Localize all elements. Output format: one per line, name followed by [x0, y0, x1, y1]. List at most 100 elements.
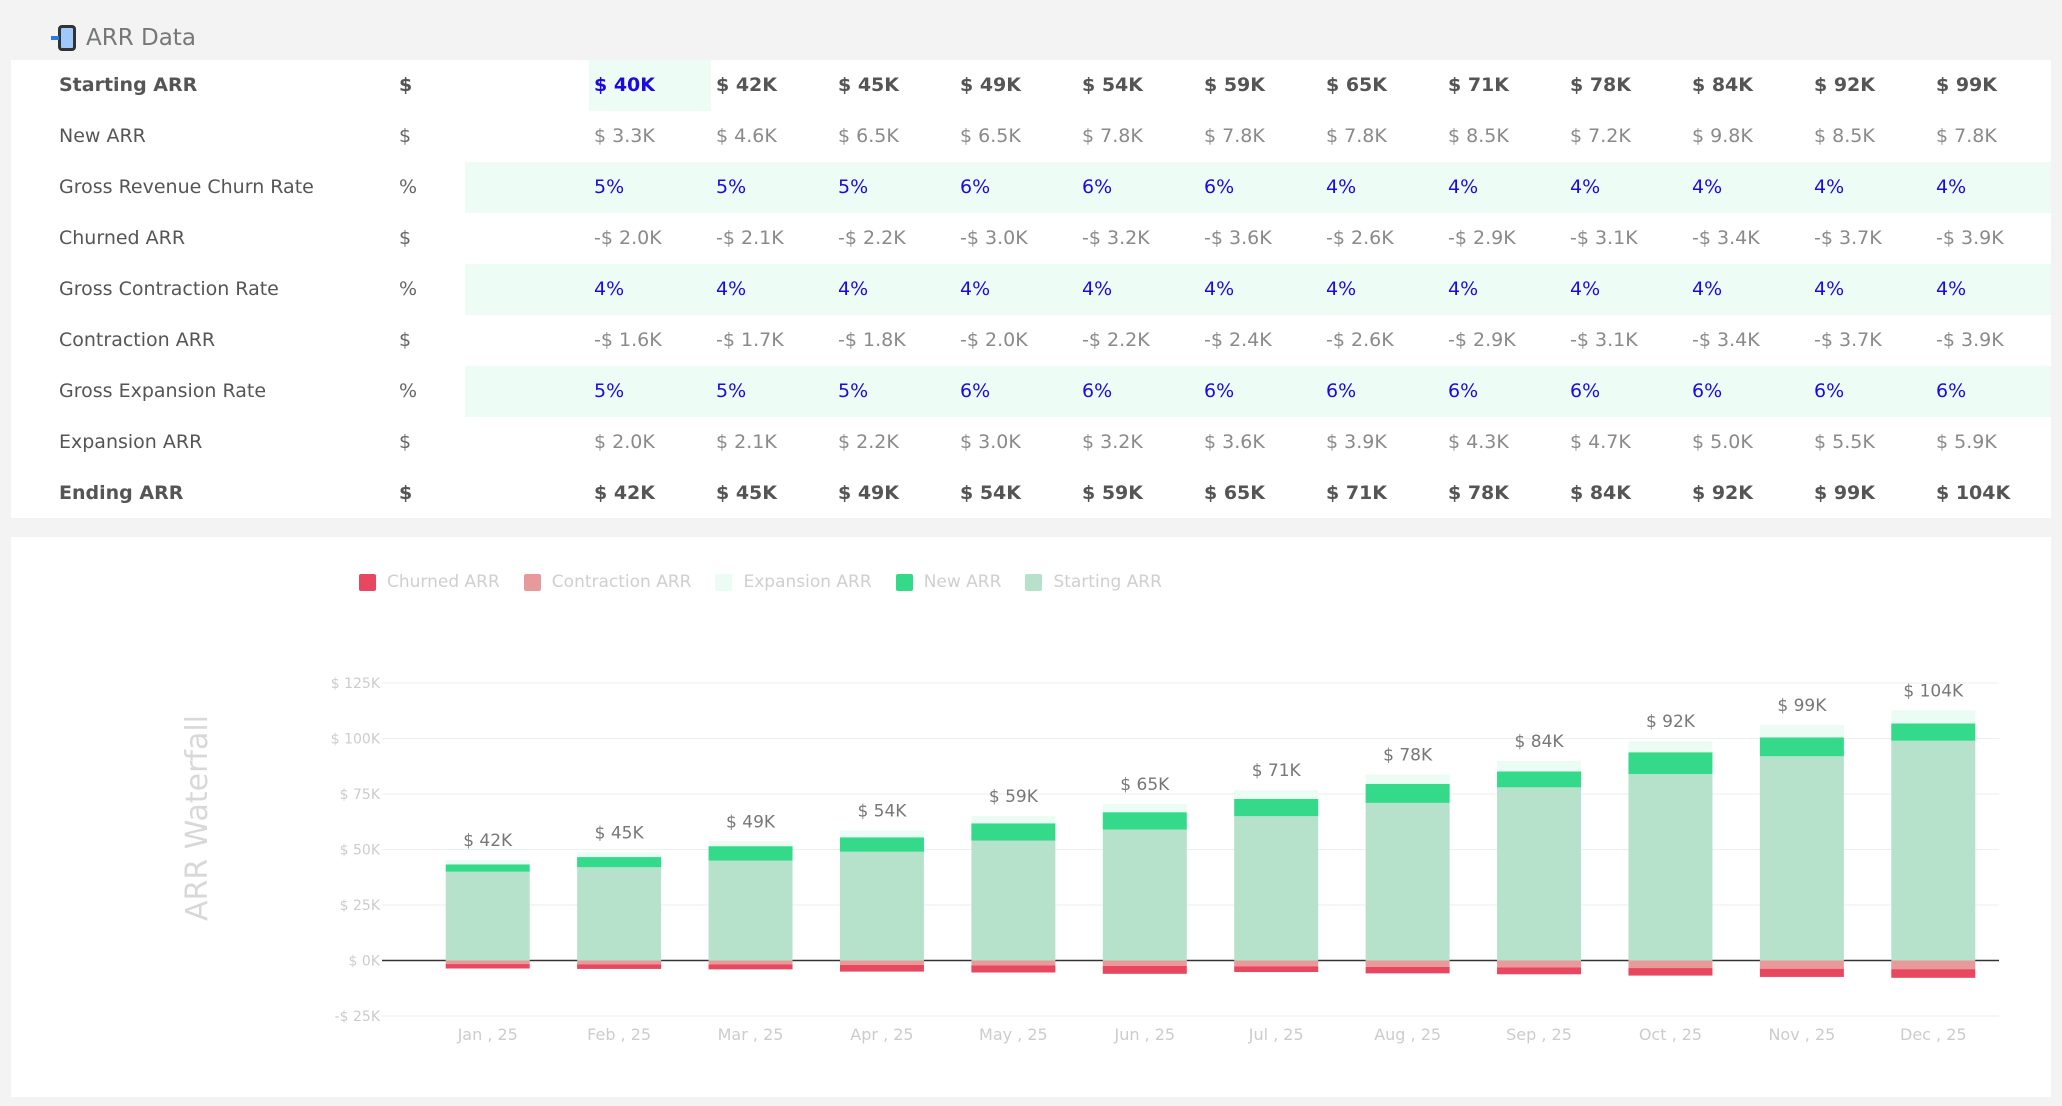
table-cell[interactable]: 4%: [1692, 176, 1723, 198]
table-cell[interactable]: 5%: [716, 380, 747, 402]
table-cell[interactable]: 4%: [1692, 278, 1723, 300]
table-cell[interactable]: 4%: [716, 278, 747, 300]
bar-starting-arr: [577, 867, 662, 961]
table-cell[interactable]: 4%: [1082, 278, 1113, 300]
table-cell: $ 84K: [1692, 74, 1753, 96]
table-cell: -$ 3.1K: [1570, 227, 1638, 249]
table-cell[interactable]: 4%: [838, 278, 869, 300]
y-tick-label: $ 0K: [349, 954, 381, 970]
table-cell: -$ 3.4K: [1692, 227, 1760, 249]
table-cell[interactable]: 4%: [1448, 176, 1479, 198]
table-cell[interactable]: 6%: [1692, 380, 1723, 402]
table-cell[interactable]: 4%: [1204, 278, 1235, 300]
table-cell[interactable]: 5%: [838, 380, 869, 402]
legend-item[interactable]: Starting ARR: [1025, 572, 1162, 592]
bar-expansion-arr: [1102, 804, 1187, 813]
bar-churned-arr: [1365, 966, 1450, 974]
table-cell[interactable]: 4%: [594, 278, 625, 300]
x-tick-label: May , 25: [979, 1025, 1048, 1044]
table-cell: $ 104K: [1936, 482, 2011, 504]
table-cell: -$ 2.0K: [594, 227, 662, 249]
table-cell[interactable]: 5%: [594, 176, 625, 198]
table-cell: $ 42K: [594, 482, 655, 504]
table-cell: $ 7.8K: [1326, 125, 1387, 147]
table-row-contraction-arr: Contraction ARR $ -$ 1.6K -$ 1.7K -$ 1.8K -$ …: [11, 315, 2051, 366]
table-cell[interactable]: 6%: [1936, 380, 1967, 402]
legend-label: Expansion ARR: [743, 572, 872, 592]
table-cell[interactable]: 6%: [1082, 380, 1113, 402]
table-cell[interactable]: 6%: [1082, 176, 1113, 198]
table-cell[interactable]: 4%: [1814, 278, 1845, 300]
legend-item[interactable]: Expansion ARR: [715, 572, 872, 592]
table-row-gross-revenue-churn-rate: Gross Revenue Churn Rate% 5% 5% 5% 6% 6% 6% 4% 4…: [11, 162, 2051, 213]
legend-swatch: [895, 573, 913, 591]
bar-starting-arr: [1891, 740, 1976, 961]
table-cell: -$ 2.9K: [1448, 227, 1516, 249]
table-cell[interactable]: 6%: [1814, 380, 1845, 402]
table-cell: $ 7.2K: [1570, 125, 1631, 147]
table-cell[interactable]: 4%: [1570, 278, 1601, 300]
bar-churned-arr: [1102, 965, 1187, 974]
y-tick-label: $ 50K: [340, 843, 381, 859]
bar-expansion-arr: [577, 852, 662, 858]
table-cell[interactable]: 5%: [594, 380, 625, 402]
table-cell[interactable]: 5%: [838, 176, 869, 198]
table-cell[interactable]: 6%: [1570, 380, 1601, 402]
table-cell: $ 5.5K: [1814, 431, 1875, 453]
legend-item[interactable]: Contraction ARR: [523, 572, 691, 592]
table-cell[interactable]: 4%: [960, 278, 991, 300]
y-tick-label: $ 125K: [331, 676, 381, 692]
table-cell: $ 84K: [1570, 482, 1631, 504]
bar-expansion-arr: [1628, 741, 1713, 753]
row-label: Starting ARR: [59, 74, 198, 96]
table-cell[interactable]: 4%: [1570, 176, 1601, 198]
table-cell[interactable]: 4%: [1448, 278, 1479, 300]
x-tick-label: Sep , 25: [1506, 1025, 1572, 1044]
table-cell: -$ 3.1K: [1570, 329, 1638, 351]
table-cell[interactable]: 6%: [1448, 380, 1479, 402]
chart-svg: ARR Waterfall -$ 25K $ 0K $ 25K $ 50K $ 75K $ …: [180, 676, 1999, 1044]
table-cell[interactable]: 4%: [1326, 278, 1357, 300]
row-label: Gross Expansion Rate: [59, 380, 267, 402]
table-cell: $ 45K: [716, 482, 777, 504]
legend-item[interactable]: New ARR: [895, 572, 1001, 592]
table-cell[interactable]: 6%: [960, 176, 991, 198]
table-cell[interactable]: 4%: [1326, 176, 1357, 198]
table-cell: $ 92K: [1692, 482, 1753, 504]
table-cell[interactable]: 6%: [1326, 380, 1357, 402]
table-cell[interactable]: 6%: [960, 380, 991, 402]
bar-contraction-arr: [577, 960, 662, 965]
table-cell: $ 42K: [716, 74, 777, 96]
bar-expansion-arr: [971, 816, 1056, 824]
table-cell: -$ 3.7K: [1814, 329, 1882, 351]
table-cell[interactable]: 6%: [1204, 176, 1235, 198]
legend-item[interactable]: Churned ARR: [359, 572, 500, 592]
arr-waterfall-chart: Churned ARR Contraction ARR Expansion ARR N…: [11, 537, 2051, 1097]
table-cell: $ 45K: [838, 74, 899, 96]
y-tick-label: $ 100K: [331, 732, 381, 748]
table-cell: -$ 2.0K: [960, 329, 1028, 351]
table-cell[interactable]: 4%: [1814, 176, 1845, 198]
bar-churned-arr: [1234, 966, 1319, 973]
row-unit: $: [399, 329, 412, 351]
bar-contraction-arr: [1365, 960, 1450, 967]
bar-contraction-arr: [839, 960, 924, 965]
bar-new-arr: [1234, 798, 1319, 817]
table-cell[interactable]: 5%: [716, 176, 747, 198]
bar-expansion-arr: [839, 830, 924, 838]
table-cell: -$ 1.7K: [716, 329, 784, 351]
table-row-starting-arr: Starting ARR $ $ 40K $ 42K $ 45K $ 49K $ 54K $ …: [11, 60, 2051, 111]
table-cell[interactable]: 4%: [1936, 278, 1967, 300]
row-label: Ending ARR: [59, 482, 184, 504]
table-cell: $ 4.6K: [716, 125, 777, 147]
table-cell: -$ 2.2K: [1082, 329, 1150, 351]
table-cell[interactable]: 6%: [1204, 380, 1235, 402]
table-cell: $ 59K: [1204, 74, 1265, 96]
table-cell: -$ 2.6K: [1326, 227, 1394, 249]
table-cell: $ 3.3K: [594, 125, 655, 147]
x-tick-label: Aug , 25: [1374, 1025, 1441, 1044]
table-row-gross-expansion-rate: Gross Expansion Rate% 5% 5% 5% 6% 6% 6% 6% 6% 6% 6…: [11, 366, 2051, 417]
selected-cell-highlight: [589, 60, 711, 111]
table-cell[interactable]: 4%: [1936, 176, 1967, 198]
bar-starting-arr: [1234, 816, 1319, 961]
